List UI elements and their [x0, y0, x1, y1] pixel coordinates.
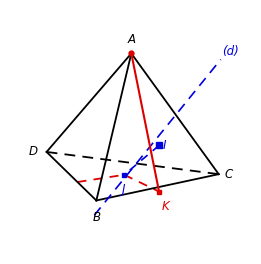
- Text: (d): (d): [222, 45, 239, 59]
- Text: J: J: [122, 183, 125, 196]
- Text: A: A: [127, 33, 135, 46]
- Text: K: K: [162, 200, 169, 214]
- Text: B: B: [92, 211, 100, 224]
- Text: I: I: [163, 139, 167, 152]
- Text: C: C: [225, 168, 233, 181]
- Text: D: D: [29, 145, 38, 158]
